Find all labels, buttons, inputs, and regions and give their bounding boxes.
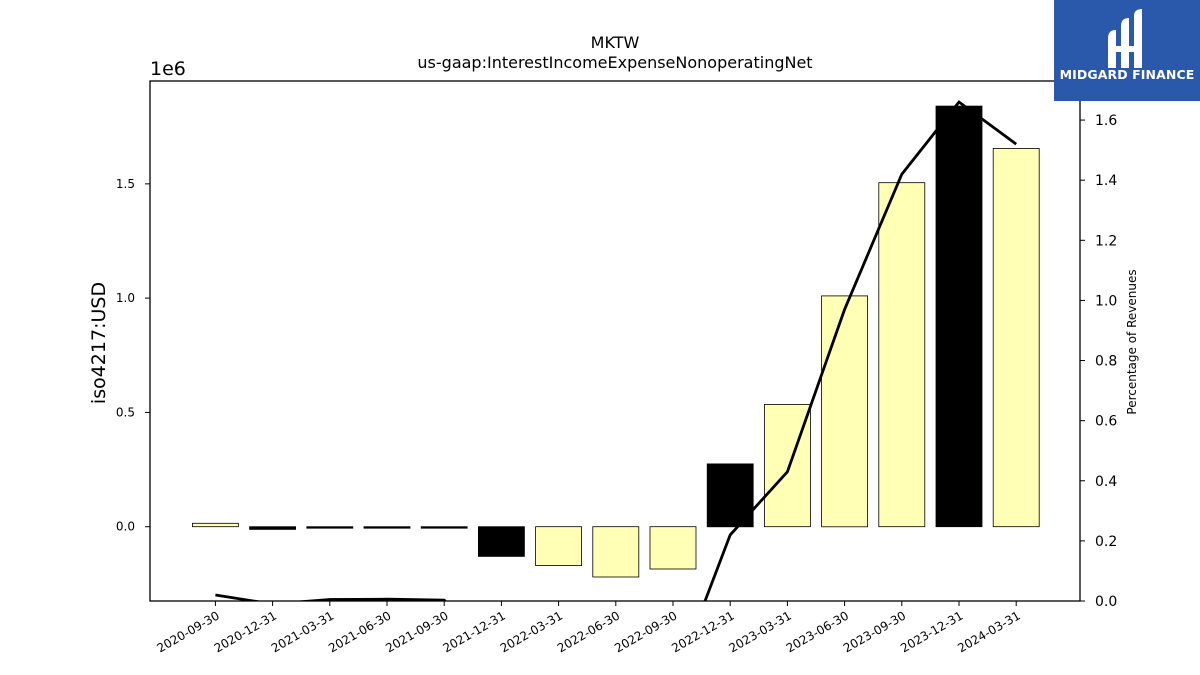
y-axis-label: iso4217:USD xyxy=(88,282,110,404)
y-tick-label: 0.5 xyxy=(116,405,135,419)
y-tick-label: 1.5 xyxy=(116,177,135,191)
bar-2022-03-31 xyxy=(535,526,582,567)
plot-frame xyxy=(149,80,1081,602)
y2-axis-label: Percentage of Revenues xyxy=(1125,269,1139,414)
midgard-finance-logo-icon xyxy=(1108,9,1142,68)
bar-2021-06-30 xyxy=(363,526,411,529)
midgard-finance-logo: MIDGARD FINANCE xyxy=(1054,0,1200,101)
y-axis-offset-label: 1e6 xyxy=(150,58,186,80)
chart-subtitle: us-gaap:InterestIncomeExpenseNonoperatin… xyxy=(417,53,812,72)
bar-2021-12-31 xyxy=(477,526,525,557)
x-tick-label: 2023-12-31 xyxy=(898,608,965,655)
bar-2024-03-31 xyxy=(992,147,1040,528)
y-tick-label: 0.0 xyxy=(116,520,135,534)
y2-tick-label: 0.2 xyxy=(1095,534,1117,550)
bar-2020-09-30 xyxy=(191,522,239,528)
y2-tick-label: 0.4 xyxy=(1095,474,1117,490)
percentage-of-revenues-line xyxy=(215,100,1018,601)
bar-2022-06-30 xyxy=(592,526,640,578)
percentage-line-layer xyxy=(215,100,1018,601)
bar-2021-09-30 xyxy=(420,526,468,529)
x-tick-label: 2023-09-30 xyxy=(841,608,908,655)
bar-2023-06-30 xyxy=(821,295,868,528)
y2-tick-label: 0.8 xyxy=(1095,354,1117,370)
y2-tick-label: 1.4 xyxy=(1095,173,1117,189)
x-tick-label: 2022-03-31 xyxy=(498,608,565,655)
x-tick-label: 2021-03-31 xyxy=(269,608,336,655)
x-tick-label: 2023-06-30 xyxy=(784,608,851,655)
bar-2022-09-30 xyxy=(649,526,697,570)
y-tick-label: 1.0 xyxy=(116,291,135,305)
bar-2023-12-31 xyxy=(935,105,983,528)
x-tick-label: 2022-06-30 xyxy=(555,608,622,655)
bar-2023-09-30 xyxy=(878,182,926,528)
y2-tick-label: 1.0 xyxy=(1095,293,1117,309)
y2-tick-label: 1.6 xyxy=(1095,113,1117,129)
x-tick-label: 2021-09-30 xyxy=(383,608,450,655)
x-tick-label: 2021-12-31 xyxy=(440,608,507,655)
chart-title: MKTW xyxy=(591,33,640,52)
bars-layer xyxy=(191,105,1040,578)
logo-text: MIDGARD FINANCE xyxy=(1059,67,1195,82)
bar-2020-12-31 xyxy=(249,526,297,530)
x-tick-label: 2024-03-31 xyxy=(955,608,1022,655)
y2-tick-label: 0.0 xyxy=(1095,594,1117,610)
y2-tick-label: 1.2 xyxy=(1095,233,1117,249)
y2-tick-label: 0.6 xyxy=(1095,414,1117,430)
bar-2021-03-31 xyxy=(306,526,354,529)
x-tick-label: 2023-03-31 xyxy=(726,608,793,655)
x-tick-label: 2020-09-30 xyxy=(154,608,221,655)
x-tick-label: 2022-12-31 xyxy=(669,608,736,655)
x-tick-label: 2022-09-30 xyxy=(612,608,679,655)
x-tick-label: 2020-12-31 xyxy=(212,608,279,655)
x-tick-label: 2021-06-30 xyxy=(326,608,393,655)
